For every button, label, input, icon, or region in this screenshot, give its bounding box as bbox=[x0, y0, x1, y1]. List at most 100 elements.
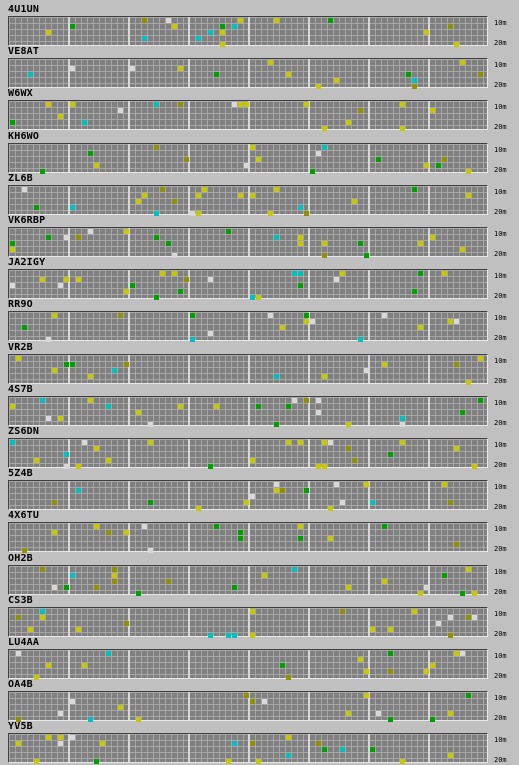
signal-cell bbox=[106, 530, 111, 536]
signal-cell bbox=[448, 500, 453, 506]
signal-cell bbox=[382, 313, 387, 319]
hour-separator bbox=[128, 270, 130, 299]
signal-cell bbox=[460, 409, 465, 415]
signal-cell bbox=[88, 717, 93, 723]
signal-cell bbox=[154, 144, 159, 150]
signal-cell bbox=[298, 524, 303, 530]
signal-cell bbox=[76, 235, 81, 240]
signal-cell bbox=[76, 277, 81, 283]
beacon-grid bbox=[8, 184, 488, 216]
signal-cell bbox=[478, 397, 483, 403]
signal-cell bbox=[154, 210, 159, 216]
signal-cell bbox=[16, 651, 21, 656]
band-label-10m: 10m bbox=[494, 525, 507, 534]
signal-cell bbox=[274, 18, 279, 23]
signal-cell bbox=[220, 24, 225, 29]
hour-separator bbox=[368, 481, 370, 510]
signal-cell bbox=[64, 584, 69, 590]
hour-separator bbox=[368, 523, 370, 552]
hour-separator bbox=[428, 523, 430, 552]
signal-cell bbox=[22, 548, 27, 554]
signal-cell bbox=[64, 361, 69, 367]
signal-cell bbox=[442, 572, 447, 578]
hour-separator bbox=[128, 354, 130, 383]
hour-separator bbox=[308, 607, 310, 636]
band-label-10m: 10m bbox=[494, 694, 507, 703]
signal-cell bbox=[16, 614, 21, 620]
signal-cell bbox=[196, 192, 201, 198]
signal-cell bbox=[196, 210, 201, 216]
signal-cell bbox=[154, 102, 159, 108]
hour-separator bbox=[368, 270, 370, 299]
beacon-grid bbox=[8, 142, 488, 174]
signal-cell bbox=[16, 717, 21, 723]
hour-separator bbox=[248, 143, 250, 172]
hour-separator bbox=[188, 17, 190, 45]
signal-cell bbox=[292, 566, 297, 572]
beacon-grid bbox=[8, 522, 488, 554]
signal-cell bbox=[400, 421, 405, 427]
signal-cell bbox=[346, 446, 351, 451]
signal-cell bbox=[304, 319, 309, 325]
signal-cell bbox=[238, 530, 243, 536]
signal-cell bbox=[208, 331, 213, 337]
hour-separator bbox=[368, 439, 370, 467]
hour-separator bbox=[188, 481, 190, 510]
signal-cell bbox=[364, 482, 369, 488]
hour-separator bbox=[428, 396, 430, 425]
signal-cell bbox=[100, 741, 105, 747]
signal-cell bbox=[256, 403, 261, 409]
signal-cell bbox=[436, 620, 441, 626]
hour-separator bbox=[128, 607, 130, 636]
hour-separator bbox=[248, 439, 250, 467]
signal-cell bbox=[28, 72, 33, 78]
signal-cell bbox=[88, 397, 93, 403]
signal-cell bbox=[94, 162, 99, 168]
signal-cell bbox=[70, 699, 75, 705]
signal-cell bbox=[250, 295, 255, 301]
signal-cell bbox=[208, 30, 213, 35]
signal-cell bbox=[298, 241, 303, 246]
beacon-grid bbox=[8, 480, 488, 512]
beacon-callsign: VK6RBP bbox=[8, 215, 46, 226]
signal-cell bbox=[466, 379, 471, 385]
hour-separator bbox=[248, 650, 250, 678]
hour-separator bbox=[128, 143, 130, 172]
hour-separator bbox=[188, 101, 190, 130]
hour-separator bbox=[248, 354, 250, 383]
signal-cell bbox=[154, 235, 159, 240]
hour-separator bbox=[68, 59, 70, 88]
signal-cell bbox=[28, 626, 33, 632]
signal-cell bbox=[352, 458, 357, 463]
band-label-20m: 20m bbox=[494, 629, 507, 638]
signal-cell bbox=[286, 753, 291, 759]
hour-separator bbox=[368, 143, 370, 172]
band-label-20m: 20m bbox=[494, 292, 507, 301]
beacon-row: 4U1UN 10m 20m bbox=[0, 4, 519, 47]
signal-cell bbox=[46, 30, 51, 35]
signal-cell bbox=[172, 253, 177, 258]
signal-cell bbox=[466, 566, 471, 572]
signal-cell bbox=[142, 18, 147, 23]
beacon-grid bbox=[8, 733, 488, 765]
hour-separator bbox=[188, 59, 190, 88]
band-label-20m: 20m bbox=[494, 81, 507, 90]
signal-cell bbox=[94, 446, 99, 451]
beacon-callsign: OA4B bbox=[8, 679, 33, 691]
hour-separator bbox=[308, 59, 310, 88]
signal-cell bbox=[190, 313, 195, 319]
signal-cell bbox=[172, 24, 177, 29]
signal-cell bbox=[250, 699, 255, 705]
beacon-callsign: ZS6DN bbox=[8, 426, 40, 437]
beacon-callsign: ZL6B bbox=[8, 172, 33, 184]
beacon-row: 4S7B 10m 20m bbox=[0, 384, 519, 427]
signal-cell bbox=[226, 759, 231, 765]
beacon-row: 5Z4B 10m 20m bbox=[0, 468, 519, 512]
signal-cell bbox=[412, 608, 417, 614]
signal-cell bbox=[370, 500, 375, 506]
signal-cell bbox=[430, 717, 435, 723]
signal-cell bbox=[382, 578, 387, 584]
hour-separator bbox=[368, 734, 370, 763]
signal-cell bbox=[298, 235, 303, 240]
signal-cell bbox=[244, 162, 249, 168]
